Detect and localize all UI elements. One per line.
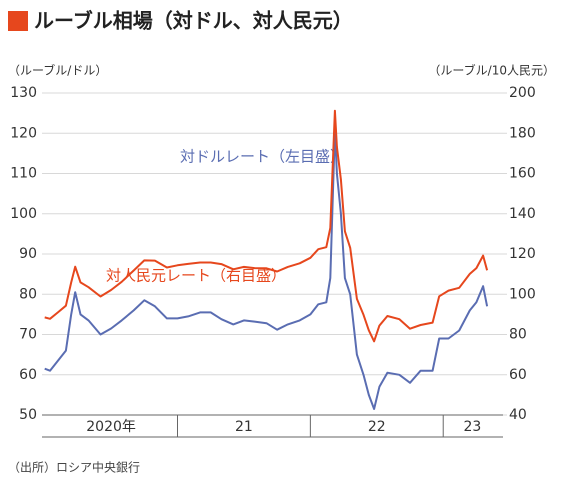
y2-tick-label: 140 (509, 206, 536, 222)
y-tick-label: 90 (19, 246, 37, 262)
y2-tick-label: 120 (509, 246, 536, 262)
y-tick-label: 120 (10, 125, 37, 141)
x-tick-label: 2020年 (86, 419, 136, 435)
y2-axis-label: （ルーブル/10人民元） (428, 63, 555, 78)
y-tick-label: 70 (19, 327, 37, 343)
title-marker (8, 11, 28, 31)
y2-tick-label: 40 (509, 407, 527, 423)
chart-title: ルーブル相場（対ドル、対人民元） (34, 9, 353, 33)
y2-tick-label: 160 (509, 166, 536, 182)
y-tick-label: 60 (19, 367, 37, 383)
y2-tick-label: 200 (509, 85, 536, 101)
y2-tick-label: 60 (509, 367, 527, 383)
source: （出所）ロシア中央銀行 (8, 460, 140, 475)
y2-tick-label: 80 (509, 327, 527, 343)
series-label: 対ドルレート（左目盛） (180, 148, 345, 166)
series-label: 対人民元レート（右目盛） (106, 267, 286, 285)
y-tick-label: 50 (19, 407, 37, 423)
y-tick-label: 100 (10, 206, 37, 222)
y-tick-label: 80 (19, 286, 37, 302)
y2-tick-label: 100 (509, 286, 536, 302)
y-tick-label: 130 (10, 85, 37, 101)
x-tick-label: 21 (235, 419, 253, 435)
series-line (44, 109, 489, 343)
y-axis-label: （ルーブル/ドル） (8, 63, 107, 78)
x-tick-label: 22 (368, 419, 386, 435)
x-tick-label: 23 (464, 419, 482, 435)
y2-tick-label: 180 (509, 125, 536, 141)
y-tick-label: 110 (10, 166, 37, 182)
series-line (44, 128, 489, 410)
